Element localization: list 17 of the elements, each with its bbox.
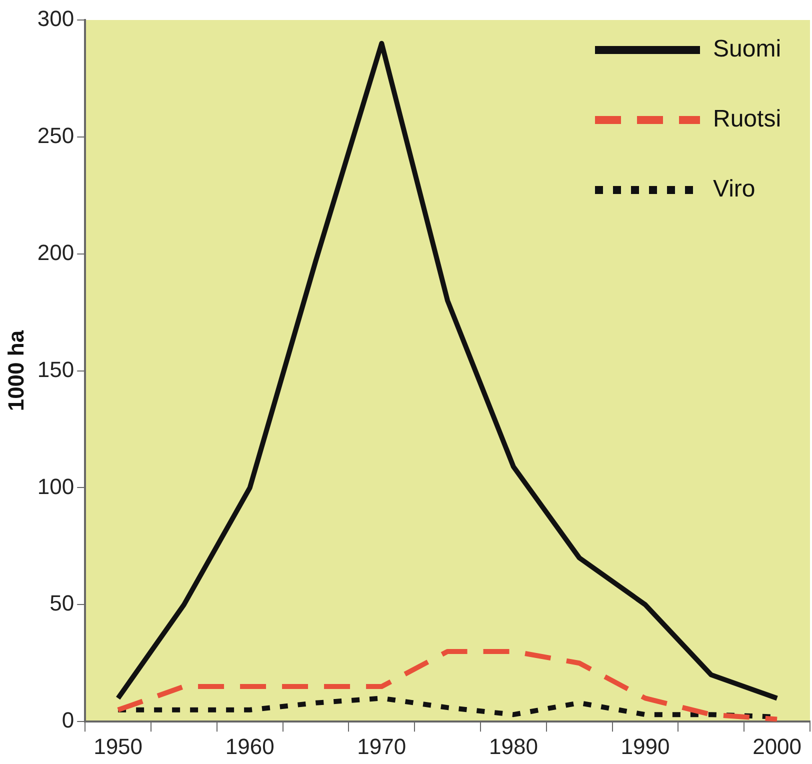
y-tick-label: 200 — [37, 240, 74, 265]
legend-label: Ruotsi — [713, 106, 782, 133]
x-tick-label: 1970 — [357, 734, 406, 759]
y-tick-label: 0 — [62, 708, 74, 733]
y-tick-label: 100 — [37, 474, 74, 499]
y-tick-label: 300 — [37, 6, 74, 32]
x-tick-label: 1950 — [94, 734, 143, 759]
y-tick-label: 250 — [37, 122, 74, 148]
x-tick-label: 1980 — [488, 734, 538, 759]
x-tick-label: 1990 — [620, 734, 670, 759]
y-axis-title: 1000 ha — [3, 330, 28, 412]
y-tick-label: 150 — [37, 356, 74, 382]
x-tick-label: 1960 — [225, 734, 274, 759]
legend-label: Viro — [713, 176, 756, 203]
y-tick-label: 50 — [50, 590, 74, 616]
legend-label: Suomi — [713, 36, 782, 63]
x-tick-label: 2000 — [752, 734, 802, 759]
